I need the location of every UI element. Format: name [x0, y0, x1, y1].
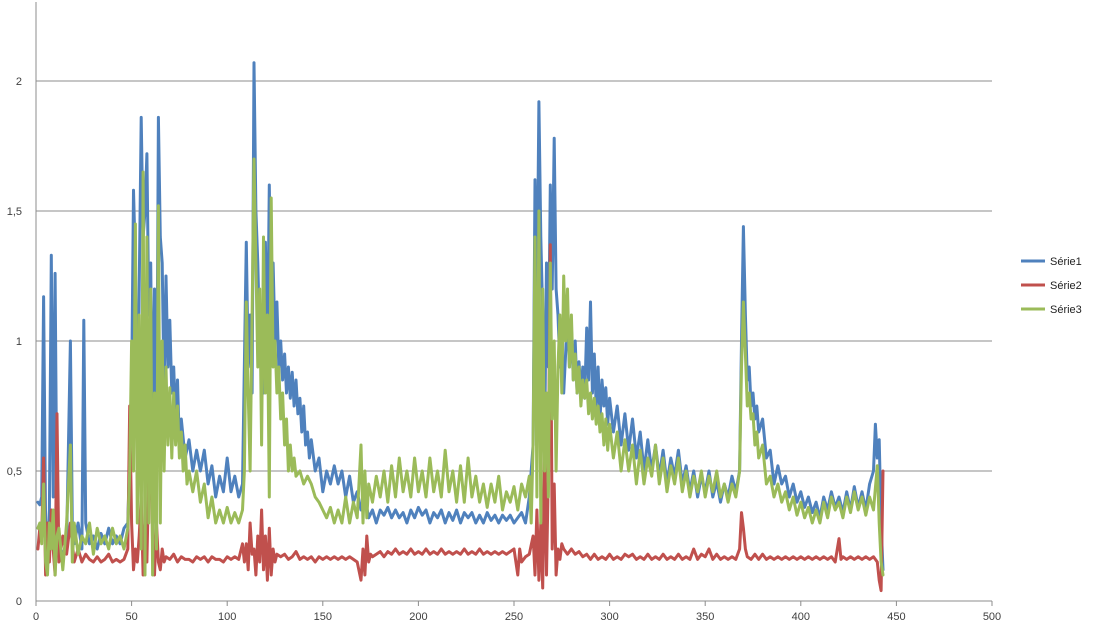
y-tick-label: 0 [16, 596, 22, 608]
x-tick-label: 350 [696, 611, 714, 623]
legend-label-1: Série1 [1050, 256, 1082, 268]
x-tick-label: 400 [792, 611, 810, 623]
x-tick-label: 100 [218, 611, 236, 623]
x-tick-label: 50 [125, 611, 137, 623]
x-tick-label: 150 [314, 611, 332, 623]
x-tick-label: 0 [33, 611, 39, 623]
y-tick-label: 0,5 [7, 466, 22, 478]
y-tick-label: 1,5 [7, 206, 22, 218]
y-tick-label: 1 [16, 336, 22, 348]
legend-label-2: Série2 [1050, 280, 1082, 292]
legend-label-3: Série3 [1050, 304, 1082, 316]
x-tick-label: 200 [409, 611, 427, 623]
x-tick-label: 250 [505, 611, 523, 623]
series-line-3 [36, 157, 885, 577]
series-line-2 [36, 243, 885, 593]
x-tick-label: 450 [887, 611, 905, 623]
x-tick-label: 500 [983, 611, 1001, 623]
series-line-1 [36, 61, 885, 572]
y-tick-label: 2 [16, 76, 22, 88]
x-tick-label: 300 [600, 611, 618, 623]
